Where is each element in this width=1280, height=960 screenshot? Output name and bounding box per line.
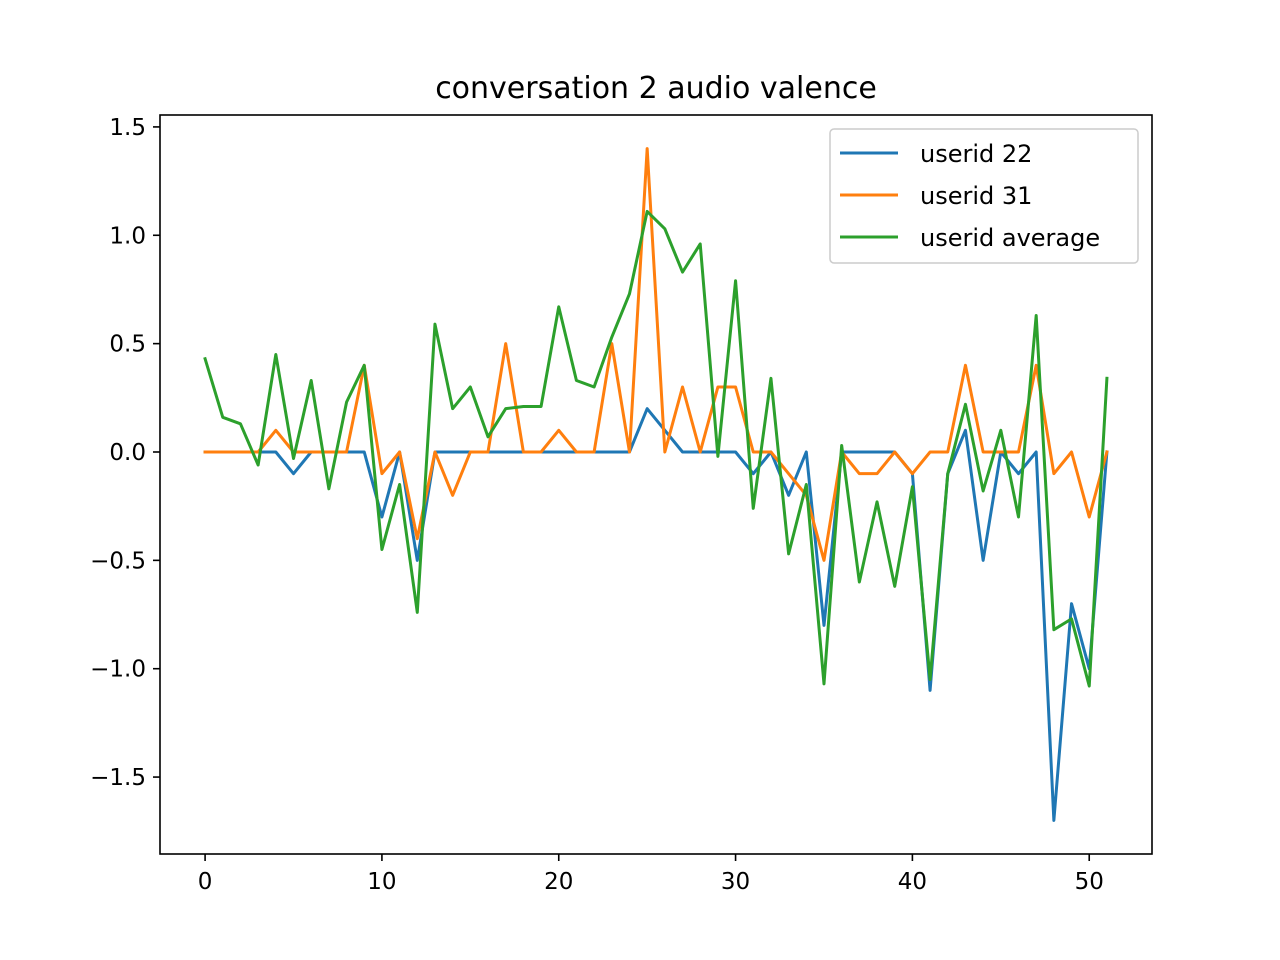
y-tick-label: −1.0 xyxy=(90,657,146,683)
plot-frame xyxy=(159,114,1153,855)
x-tick-label: 0 xyxy=(198,869,213,895)
y-tick-label: 0.5 xyxy=(109,332,146,358)
x-tick-label: 10 xyxy=(367,869,396,895)
legend-label-1: userid 22 xyxy=(920,140,1032,168)
x-tick-label: 50 xyxy=(1075,869,1104,895)
chart-title: conversation 2 audio valence xyxy=(435,71,877,106)
x-tick-label: 30 xyxy=(721,869,750,895)
series-line-1 xyxy=(203,407,1109,822)
x-axis: 0 10 20 30 40 50 xyxy=(198,854,1104,895)
legend-label-2: userid 31 xyxy=(920,182,1032,210)
y-tick-label: 1.0 xyxy=(109,223,146,249)
legend-label-3: userid average xyxy=(920,224,1100,252)
x-tick-label: 20 xyxy=(544,869,573,895)
y-tick-label: 0.0 xyxy=(109,440,146,466)
legend: userid 22 userid 31 userid average xyxy=(829,128,1139,264)
y-tick-label: −0.5 xyxy=(90,548,146,574)
y-axis: −1.5 −1.0 −0.5 0.0 0.5 1.0 1.5 xyxy=(90,115,160,791)
y-tick-label: −1.5 xyxy=(90,765,146,791)
x-tick-label: 40 xyxy=(898,869,927,895)
series-line-3 xyxy=(203,209,1109,688)
legend-box xyxy=(829,128,1139,264)
series-line-2 xyxy=(203,147,1109,562)
y-tick-label: 1.5 xyxy=(109,115,146,141)
series-lines xyxy=(203,147,1109,822)
